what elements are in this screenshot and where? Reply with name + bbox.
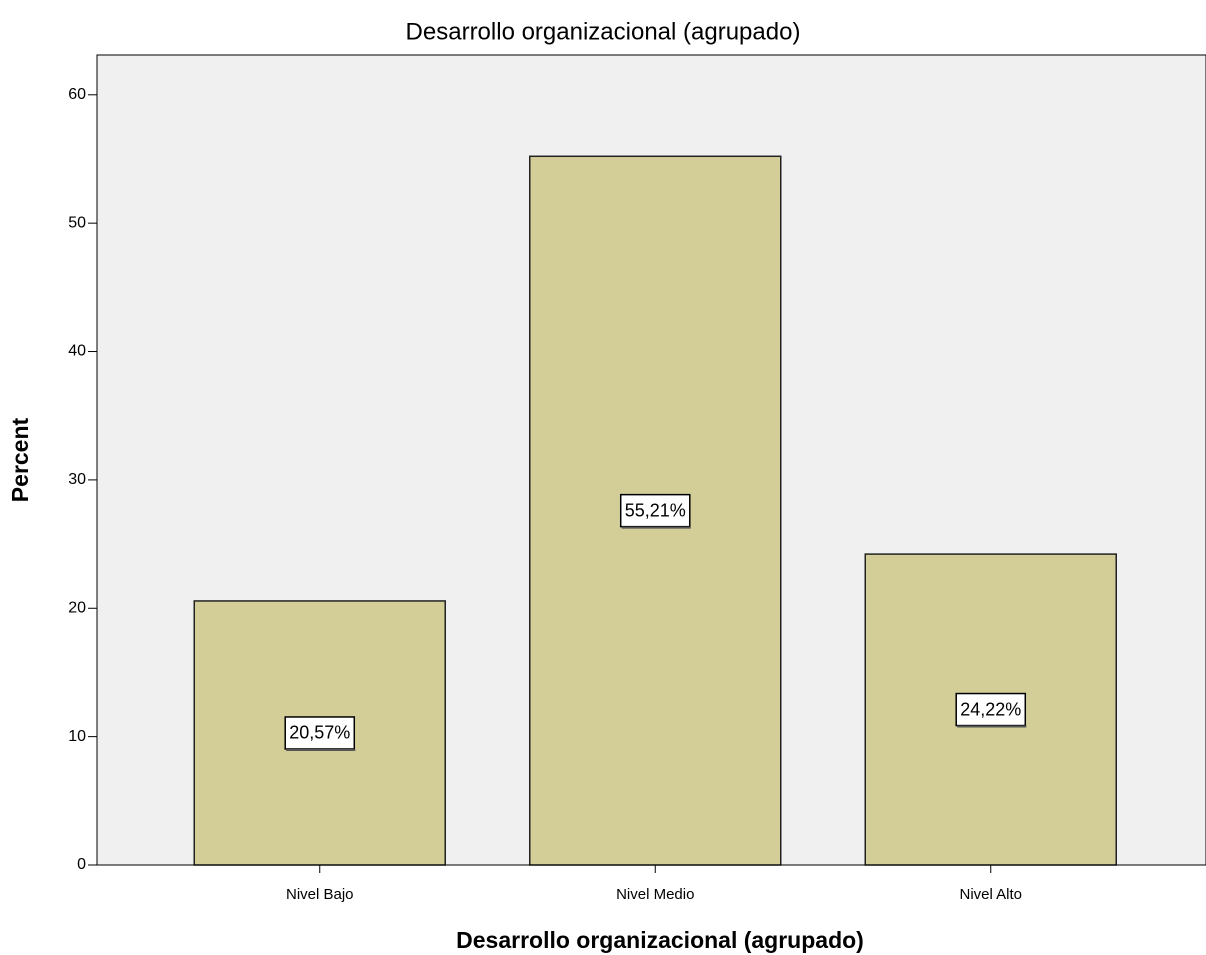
y-tick-label: 10 (68, 728, 86, 745)
y-tick-label: 30 (68, 471, 86, 488)
value-label-box (619, 493, 691, 528)
x-axis-label: Desarrollo organizacional (agrupado) (456, 927, 864, 953)
y-tick-label: 60 (68, 86, 86, 103)
y-tick-label: 0 (77, 856, 86, 873)
value-label-box (284, 716, 356, 750)
x-tick-label: Nivel Bajo (286, 886, 354, 903)
y-tick-label: 40 (68, 343, 86, 360)
value-label: 20,57% (289, 723, 350, 743)
y-tick-label: 20 (68, 599, 86, 616)
x-tick-label: Nivel Alto (959, 886, 1022, 903)
value-label: 24,22% (960, 699, 1021, 719)
value-label-box (955, 692, 1027, 727)
x-tick-label: Nivel Medio (616, 886, 694, 903)
value-label: 55,21% (625, 500, 686, 520)
y-tick-label: 50 (68, 214, 86, 231)
chart-title: Desarrollo organizacional (agrupado) (406, 18, 801, 45)
y-axis-label: Percent (7, 417, 33, 502)
